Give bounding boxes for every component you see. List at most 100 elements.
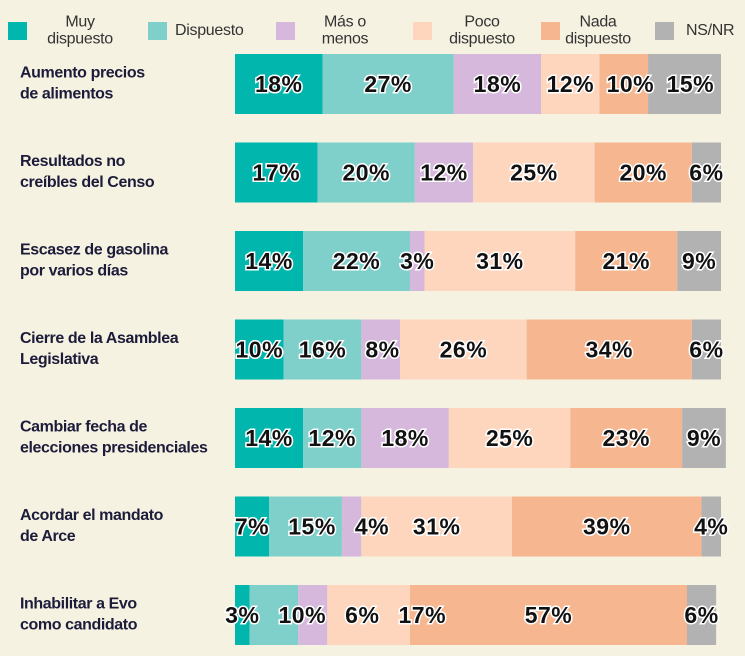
bar-segment	[235, 585, 250, 645]
bar-segment	[361, 408, 449, 468]
bar-segment	[235, 408, 304, 468]
bar-segment	[414, 142, 474, 203]
value-label: 10%	[279, 602, 327, 628]
bar-segment	[235, 142, 318, 203]
legend-swatch	[413, 22, 432, 40]
text-line: Cierre de la Asamblea	[20, 330, 179, 347]
text-line: Legislativa	[20, 351, 99, 368]
value-label: 6%	[684, 602, 718, 628]
bar-segment	[594, 142, 692, 203]
value-label: 6%	[689, 337, 723, 363]
bar-segment	[541, 54, 600, 114]
value-label: 18%	[474, 71, 522, 97]
value-label: 3%	[225, 602, 259, 628]
value-label: 23%	[602, 425, 650, 451]
text-line: de alimentos	[20, 86, 114, 103]
bar-segment	[361, 496, 513, 557]
text-line: de Arce	[20, 528, 76, 545]
text-line: elecciones presidenciales	[20, 440, 208, 457]
value-label: 26%	[440, 337, 488, 363]
bar-segment	[317, 142, 415, 203]
bar-segment	[701, 496, 721, 557]
bar-segment	[303, 408, 362, 468]
legend-label: NS/NR	[686, 22, 734, 39]
legend-swatch	[541, 22, 560, 40]
bar-segment	[298, 585, 328, 645]
bar-segment	[235, 54, 323, 114]
text-line: NS/NR	[686, 22, 734, 39]
text-line: Cambiar fecha de	[20, 419, 147, 436]
bar-segment	[473, 142, 595, 203]
text-line: Poco	[464, 14, 500, 31]
value-label: 16%	[299, 337, 347, 363]
value-label: 4%	[694, 514, 728, 540]
value-label: 15%	[667, 71, 715, 97]
text-line: Muy	[65, 14, 95, 31]
bar-segment	[303, 231, 410, 291]
bar-segment	[400, 319, 527, 380]
value-label: 12%	[308, 425, 356, 451]
value-label: 15%	[288, 514, 336, 540]
bar-segment	[691, 142, 721, 203]
text-line: Inhabilitar a Evo	[20, 596, 137, 613]
text-line: dispuesto	[565, 31, 631, 48]
bar-segment	[691, 319, 721, 380]
category-label: Cierre de la Asamblea Legislativa	[20, 330, 179, 368]
value-label: 18%	[255, 71, 303, 97]
bar-segment	[235, 231, 304, 291]
value-label: 18%	[381, 425, 429, 451]
legend-label: Poco dispuesto	[449, 14, 515, 48]
text-line: Nada	[579, 14, 616, 31]
text-line: como candidato	[20, 617, 138, 634]
value-label: 20%	[619, 160, 667, 186]
value-label: 25%	[486, 425, 534, 451]
bar-segment	[599, 54, 649, 114]
value-label: 12%	[547, 71, 595, 97]
value-label: 14%	[245, 425, 293, 451]
value-label: 27%	[364, 71, 412, 97]
text-line: Escasez de gasolina	[20, 242, 169, 259]
legend-label: Más o menos	[322, 14, 369, 48]
bar-segment	[526, 319, 692, 380]
legend-swatch	[148, 22, 167, 40]
value-label: 10%	[236, 337, 284, 363]
bar-segment	[648, 54, 721, 114]
bar-segment	[361, 319, 401, 380]
value-label: 17%	[399, 602, 447, 628]
legend-label: Nada dispuesto	[565, 14, 631, 48]
bar-segment	[570, 408, 683, 468]
value-label: 25%	[510, 160, 558, 186]
value-label: 14%	[245, 248, 293, 274]
value-label: 4%	[355, 514, 389, 540]
category-label: Acordar el mandato de Arce	[20, 507, 164, 545]
bar-segment	[283, 319, 362, 380]
value-label: 6%	[689, 160, 723, 186]
bar-segment	[453, 54, 542, 114]
category-label: Aumento precios de alimentos	[20, 65, 145, 103]
bar-segment	[249, 585, 299, 645]
value-label: 34%	[585, 337, 633, 363]
bar-segment	[341, 496, 362, 557]
value-label: 9%	[687, 425, 721, 451]
value-label: 39%	[583, 514, 631, 540]
text-line: Resultados no	[20, 153, 126, 170]
value-label: 6%	[345, 602, 379, 628]
bar-segment	[512, 496, 702, 557]
bar-segment	[322, 54, 454, 114]
category-label: Cambiar fecha de elecciones presidenciale…	[20, 419, 208, 457]
bar-segment	[269, 496, 342, 557]
text-line: por varios días	[20, 263, 128, 280]
bar-segment	[424, 231, 576, 291]
category-label: Escasez de gasolina por varios días	[20, 242, 169, 280]
legend-swatch	[8, 22, 27, 40]
category-label: Inhabilitar a Evo como candidato	[20, 596, 138, 634]
value-label: 31%	[476, 248, 524, 274]
text-line: Aumento precios	[20, 65, 145, 82]
category-label: Resultados no creíbles del Censo	[20, 153, 155, 191]
value-label: 8%	[365, 337, 399, 363]
bar-segment	[686, 585, 717, 645]
bar-segment	[327, 585, 410, 645]
text-line: dispuesto	[47, 31, 113, 48]
value-label: 10%	[607, 71, 655, 97]
